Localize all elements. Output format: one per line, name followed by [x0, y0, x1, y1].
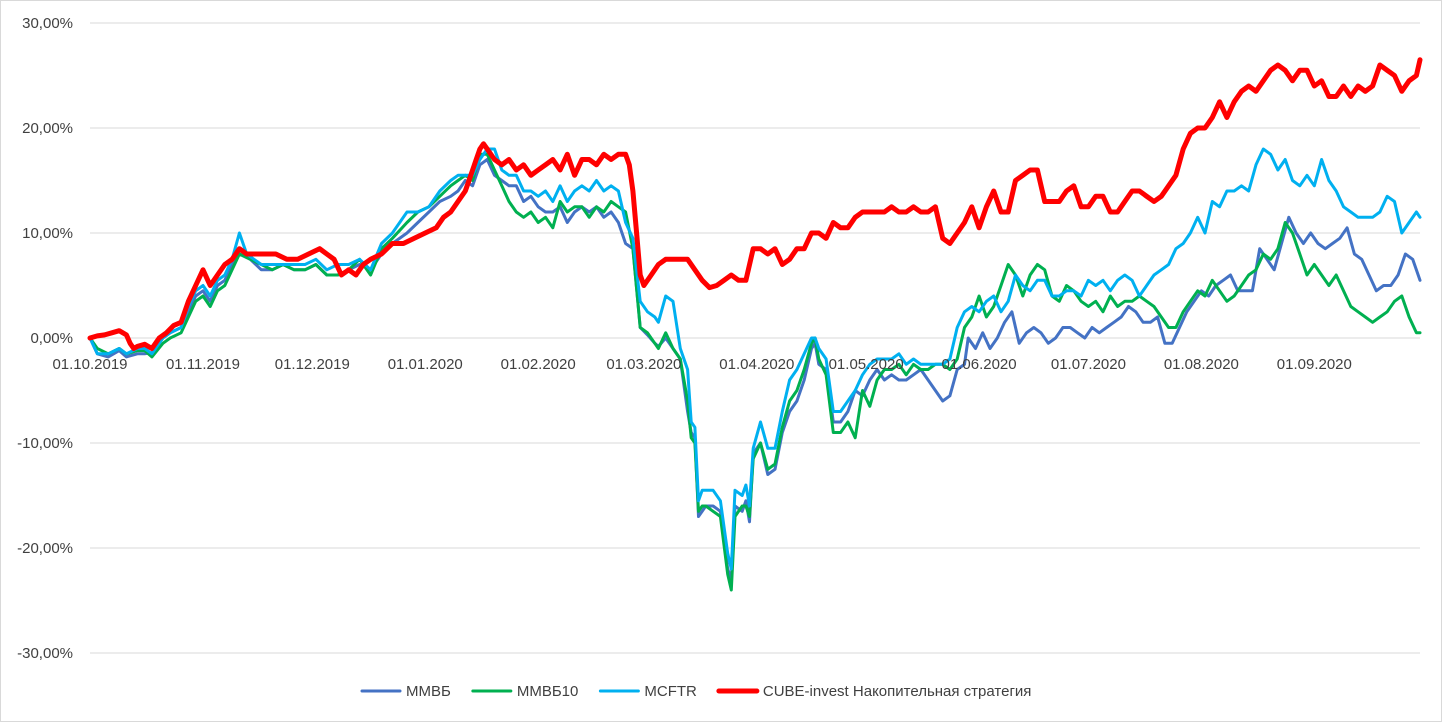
x-tick-label: 01.04.2020 — [719, 356, 794, 373]
series-layer — [87, 57, 1423, 592]
x-tick-label: 01.05.2020 — [829, 356, 904, 373]
x-tick-label: 01.10.2019 — [52, 356, 127, 373]
series-line-3 — [88, 147, 1422, 571]
x-tick-label: 01.06.2020 — [942, 356, 1017, 373]
x-tick-label: 01.12.2019 — [275, 356, 350, 373]
x-tick-label: 01.07.2020 — [1051, 356, 1126, 373]
x-axis-tick-labels: 01.10.2019 01.11.2019 01.12.2019 01.01.2020… — [52, 356, 1351, 373]
y-tick-label: 0,00% — [30, 330, 73, 347]
y-axis-tick-labels: 30,00% 20,00% 10,00% 0,00% -10,00% -20,00% -30… — [17, 15, 73, 662]
x-tick-label: 01.01.2020 — [388, 356, 463, 373]
x-tick-label: 01.03.2020 — [606, 356, 681, 373]
legend-label: CUBE-invest Накопительная стратегия — [763, 683, 1032, 700]
y-tick-label: -30,00% — [17, 645, 73, 662]
series-line-4 — [87, 57, 1423, 351]
x-tick-label: 01.09.2020 — [1277, 356, 1352, 373]
legend-label: ММВБ10 — [517, 683, 579, 700]
legend-item: CUBE-invest Накопительная стратегия — [716, 683, 1032, 700]
legend: ММВБ ММВБ10 MCFTR CUBE-invest Накопительная… — [360, 683, 1032, 700]
x-tick-label: 01.11.2019 — [166, 356, 240, 373]
legend-item: MCFTR — [598, 683, 697, 700]
legend-label: ММВБ — [406, 683, 451, 700]
x-tick-label: 01.08.2020 — [1164, 356, 1239, 373]
y-tick-label: 30,00% — [22, 15, 73, 32]
legend-item: ММВБ — [360, 683, 451, 700]
y-tick-label: -10,00% — [17, 435, 73, 452]
series-line-2 — [88, 152, 1422, 592]
y-tick-label: 10,00% — [22, 225, 73, 242]
x-tick-label: 01.02.2020 — [501, 356, 576, 373]
y-tick-label: 20,00% — [22, 120, 73, 137]
legend-label: MCFTR — [644, 683, 697, 700]
legend-item: ММВБ10 — [471, 683, 579, 700]
grid-layer — [90, 22, 1420, 654]
y-tick-label: -20,00% — [17, 540, 73, 557]
